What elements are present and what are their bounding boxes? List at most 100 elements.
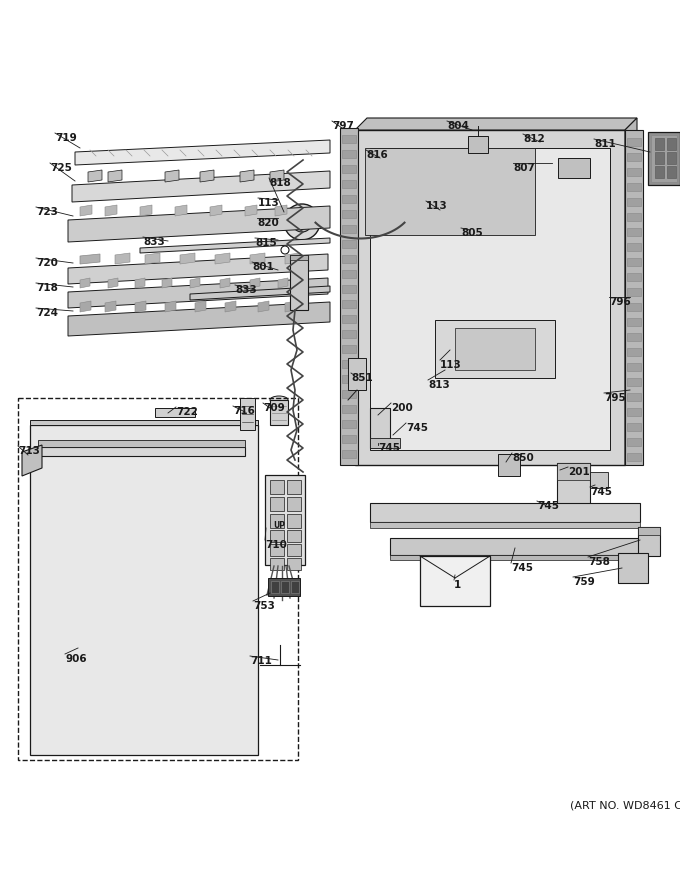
Circle shape xyxy=(75,643,91,659)
Polygon shape xyxy=(75,140,330,165)
Polygon shape xyxy=(270,514,284,528)
Polygon shape xyxy=(355,118,637,130)
Polygon shape xyxy=(72,171,330,202)
Polygon shape xyxy=(342,375,356,383)
Polygon shape xyxy=(655,138,664,150)
Polygon shape xyxy=(655,166,664,178)
Polygon shape xyxy=(342,435,356,443)
Polygon shape xyxy=(342,360,356,368)
Text: 745: 745 xyxy=(537,501,559,511)
Polygon shape xyxy=(667,166,676,178)
Polygon shape xyxy=(420,556,490,606)
Polygon shape xyxy=(370,408,390,448)
Text: 201: 201 xyxy=(568,467,590,477)
Polygon shape xyxy=(287,558,301,570)
Polygon shape xyxy=(270,400,288,425)
Polygon shape xyxy=(498,454,520,476)
Polygon shape xyxy=(455,328,535,370)
Polygon shape xyxy=(370,438,400,448)
Polygon shape xyxy=(220,278,230,288)
Polygon shape xyxy=(342,405,356,413)
Polygon shape xyxy=(342,270,356,278)
Polygon shape xyxy=(342,135,356,143)
Polygon shape xyxy=(145,253,160,264)
Polygon shape xyxy=(390,538,645,555)
Polygon shape xyxy=(287,480,301,494)
Polygon shape xyxy=(627,168,641,176)
Polygon shape xyxy=(258,301,269,312)
Polygon shape xyxy=(557,463,590,480)
Polygon shape xyxy=(342,420,356,428)
Polygon shape xyxy=(627,198,641,206)
Polygon shape xyxy=(240,170,254,182)
Polygon shape xyxy=(667,138,676,150)
Polygon shape xyxy=(80,254,100,264)
Polygon shape xyxy=(225,301,236,312)
Polygon shape xyxy=(627,438,641,446)
Ellipse shape xyxy=(381,181,419,209)
Polygon shape xyxy=(245,205,257,216)
Polygon shape xyxy=(557,463,590,510)
Text: 1: 1 xyxy=(454,580,461,590)
Ellipse shape xyxy=(240,443,250,459)
Polygon shape xyxy=(290,255,308,260)
Text: 812: 812 xyxy=(523,134,545,144)
Polygon shape xyxy=(195,301,206,312)
Polygon shape xyxy=(30,420,258,425)
Polygon shape xyxy=(68,302,330,336)
Text: 805: 805 xyxy=(461,228,483,238)
Polygon shape xyxy=(287,530,301,542)
Circle shape xyxy=(79,647,87,655)
Text: 720: 720 xyxy=(36,258,58,268)
Polygon shape xyxy=(80,205,92,216)
Polygon shape xyxy=(270,558,284,570)
Polygon shape xyxy=(342,300,356,308)
Polygon shape xyxy=(627,363,641,371)
Polygon shape xyxy=(287,544,301,556)
Polygon shape xyxy=(370,522,640,528)
Text: 758: 758 xyxy=(588,557,610,567)
Polygon shape xyxy=(285,301,296,312)
Text: 818: 818 xyxy=(269,178,291,188)
Text: 820: 820 xyxy=(257,218,279,228)
Polygon shape xyxy=(250,253,265,264)
Polygon shape xyxy=(627,408,641,416)
Polygon shape xyxy=(468,136,488,153)
Text: 709: 709 xyxy=(263,403,285,413)
Text: 850: 850 xyxy=(512,453,534,463)
Text: 795: 795 xyxy=(604,393,626,403)
Polygon shape xyxy=(278,278,288,288)
Polygon shape xyxy=(270,497,284,511)
Text: (ART NO. WD8461 C55): (ART NO. WD8461 C55) xyxy=(570,800,680,810)
Ellipse shape xyxy=(270,396,288,404)
Text: 813: 813 xyxy=(428,380,449,390)
Text: 113: 113 xyxy=(258,198,279,208)
Polygon shape xyxy=(270,530,284,542)
Polygon shape xyxy=(38,447,245,456)
Polygon shape xyxy=(281,581,289,593)
Polygon shape xyxy=(340,128,358,465)
Polygon shape xyxy=(638,527,660,556)
Polygon shape xyxy=(348,358,366,390)
Polygon shape xyxy=(287,514,301,528)
Polygon shape xyxy=(108,278,118,288)
Polygon shape xyxy=(80,301,91,312)
Polygon shape xyxy=(135,301,146,312)
Ellipse shape xyxy=(33,443,43,459)
Polygon shape xyxy=(435,320,555,378)
Polygon shape xyxy=(210,205,222,216)
Polygon shape xyxy=(271,581,279,593)
Polygon shape xyxy=(80,278,90,288)
Polygon shape xyxy=(240,398,255,430)
Text: 745: 745 xyxy=(511,563,533,573)
Polygon shape xyxy=(618,553,648,583)
Text: 719: 719 xyxy=(55,133,77,143)
Ellipse shape xyxy=(373,175,428,215)
Polygon shape xyxy=(627,453,641,461)
Polygon shape xyxy=(342,165,356,173)
Text: 722: 722 xyxy=(176,407,198,417)
Text: 801: 801 xyxy=(252,262,274,272)
Polygon shape xyxy=(627,423,641,431)
Polygon shape xyxy=(627,243,641,251)
Polygon shape xyxy=(190,278,200,288)
